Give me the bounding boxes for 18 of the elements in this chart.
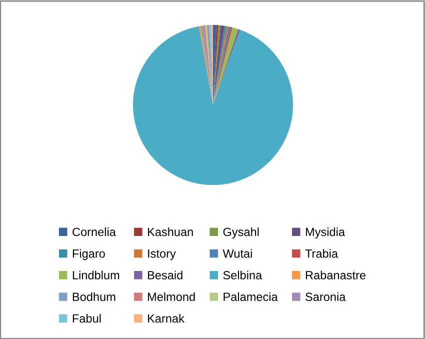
- legend-label: Melmond: [148, 292, 195, 302]
- legend-label: Istory: [148, 250, 176, 260]
- legend-label: Karnak: [148, 314, 184, 323]
- legend-label: Saronia: [306, 292, 346, 302]
- legend-label: Kashuan: [148, 227, 193, 236]
- legend-label: Selbina: [223, 270, 262, 280]
- legend-label: Lindblum: [72, 270, 120, 280]
- legend-label: Fabul: [72, 314, 101, 323]
- legend-label: Rabanastre: [306, 270, 366, 280]
- legend-label: Gysahl: [223, 227, 259, 238]
- legend-label: Trabia: [305, 249, 338, 258]
- legend-label: Bodhum: [72, 292, 116, 302]
- legend-label: Palamecia: [224, 292, 278, 302]
- legend-label: Cornelia: [72, 227, 116, 236]
- legend-label: Mysidia: [306, 227, 346, 238]
- legend-label: Figaro: [72, 249, 105, 260]
- legend-label: Wutai: [222, 249, 252, 258]
- legend-label: Besaid: [148, 270, 182, 280]
